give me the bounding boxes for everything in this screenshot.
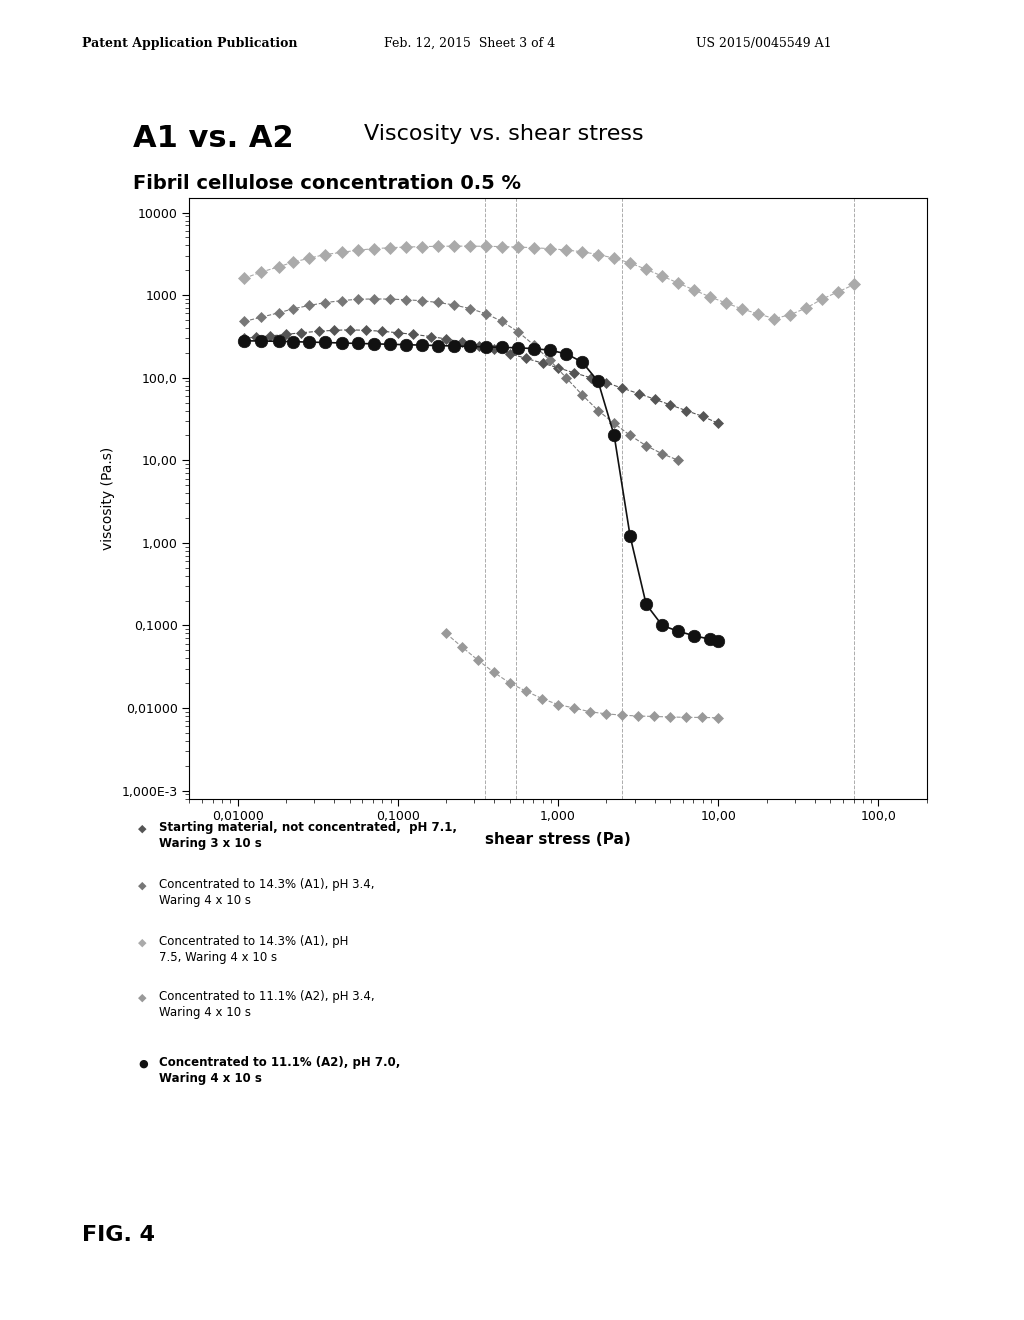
Text: Viscosity vs. shear stress: Viscosity vs. shear stress [364,124,643,144]
Text: Feb. 12, 2015  Sheet 3 of 4: Feb. 12, 2015 Sheet 3 of 4 [384,37,555,50]
Text: FIG. 4: FIG. 4 [82,1225,155,1245]
Text: Fibril cellulose concentration 0.5 %: Fibril cellulose concentration 0.5 % [133,174,521,193]
Text: ◆: ◆ [138,937,146,948]
Text: A1 vs. A2: A1 vs. A2 [133,124,294,153]
Text: Concentrated to 14.3% (A1), pH 3.4,
Waring 4 x 10 s: Concentrated to 14.3% (A1), pH 3.4, Wari… [159,878,374,907]
Y-axis label: viscosity (Pa.s): viscosity (Pa.s) [100,446,115,550]
Text: ◆: ◆ [138,824,146,834]
Text: ◆: ◆ [138,880,146,891]
Text: Concentrated to 11.1% (A2), pH 7.0,
Waring 4 x 10 s: Concentrated to 11.1% (A2), pH 7.0, Wari… [159,1056,400,1085]
Text: Starting material, not concentrated,  pH 7.1,
Waring 3 x 10 s: Starting material, not concentrated, pH … [159,821,457,850]
X-axis label: shear stress (Pa): shear stress (Pa) [485,832,631,846]
Text: US 2015/0045549 A1: US 2015/0045549 A1 [696,37,831,50]
Text: Concentrated to 11.1% (A2), pH 3.4,
Waring 4 x 10 s: Concentrated to 11.1% (A2), pH 3.4, Wari… [159,990,375,1019]
Text: ◆: ◆ [138,993,146,1003]
Text: ●: ● [138,1059,148,1069]
Text: Patent Application Publication: Patent Application Publication [82,37,297,50]
Text: Concentrated to 14.3% (A1), pH
7.5, Waring 4 x 10 s: Concentrated to 14.3% (A1), pH 7.5, Wari… [159,935,348,964]
